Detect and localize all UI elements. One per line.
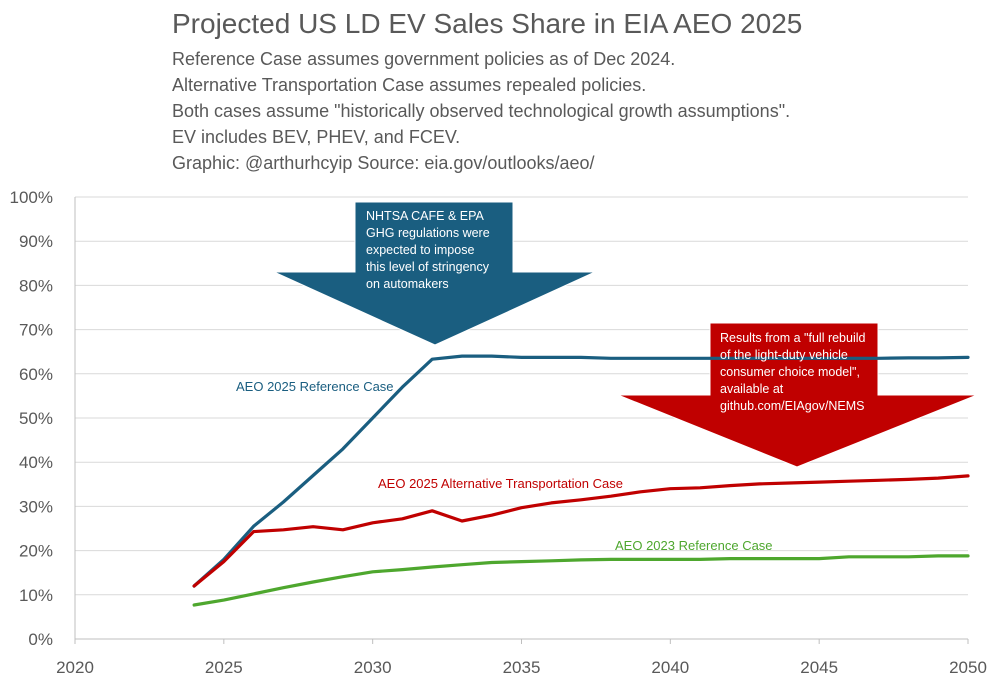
x-tick-label: 2050 — [949, 658, 987, 677]
chart-subtitle: Reference Case assumes government polici… — [172, 46, 790, 176]
y-tick-label: 80% — [19, 276, 53, 295]
callout-line: of the light-duty vehicle — [720, 348, 848, 362]
red-callout-arrow — [617, 322, 978, 468]
callout-line: expected to impose — [366, 243, 475, 257]
x-tick-label: 2040 — [651, 658, 689, 677]
callout-line: Results from a "full rebuild — [720, 331, 866, 345]
blue-callout-arrow — [273, 201, 596, 346]
x-tick-label: 2025 — [205, 658, 243, 677]
y-tick-label: 10% — [19, 586, 53, 605]
series-line-reference-2023 — [192, 554, 970, 607]
y-tick-label: 70% — [19, 321, 53, 340]
chart-title: Projected US LD EV Sales Share in EIA AE… — [172, 8, 803, 39]
callout-line: consumer choice model", — [720, 365, 860, 379]
subtitle-line: Alternative Transportation Case assumes … — [172, 75, 647, 95]
x-tick-label: 2035 — [503, 658, 541, 677]
blue-callout-text: NHTSA CAFE & EPA GHG regulations were ex… — [366, 208, 490, 293]
subtitle-line: Graphic: @arthurhcyip Source: eia.gov/ou… — [172, 153, 595, 173]
axes: 0% 10% 20% 30% 40% 50% 60% 70% 80% 90% 100% 2020 202… — [10, 188, 987, 677]
y-tick-label: 0% — [28, 630, 53, 649]
y-tick-label: 40% — [19, 453, 53, 472]
series-label-reference-2025: AEO 2025 Reference Case — [236, 379, 394, 394]
callout-line: this level of stringency — [366, 260, 489, 274]
x-tick-label: 2030 — [354, 658, 392, 677]
subtitle-line: EV includes BEV, PHEV, and FCEV. — [172, 127, 461, 147]
series-label-reference-2023: AEO 2023 Reference Case — [615, 538, 773, 553]
series-label-alternative-2025: AEO 2025 Alternative Transportation Case — [378, 476, 623, 491]
subtitle-line: Both cases assume "historically observed… — [172, 101, 791, 121]
red-callout-text: Results from a "full rebuild of the ligh… — [720, 330, 865, 415]
callout-line: github.com/EIAgov/NEMS — [720, 399, 865, 413]
callout-line: on automakers — [366, 277, 449, 291]
y-tick-label: 60% — [19, 365, 53, 384]
subtitle-line: Reference Case assumes government polici… — [172, 49, 676, 69]
x-tick-label: 2045 — [800, 658, 838, 677]
callout-line: GHG regulations were — [366, 226, 490, 240]
y-tick-label: 30% — [19, 497, 53, 516]
callout-line: NHTSA CAFE & EPA — [366, 209, 484, 223]
y-tick-label: 50% — [19, 409, 53, 428]
y-tick-label: 20% — [19, 542, 53, 561]
series-labels: AEO 2025 Reference Case AEO 2025 Alterna… — [236, 379, 773, 553]
annotation-arrows — [273, 201, 978, 468]
y-tick-label: 90% — [19, 232, 53, 251]
callout-line: available at — [720, 382, 784, 396]
x-tick-label: 2020 — [56, 658, 94, 677]
series-line-alternative-2025 — [192, 474, 970, 588]
y-tick-label: 100% — [10, 188, 53, 207]
series-lines — [192, 354, 970, 607]
series-line-reference-2025 — [192, 354, 970, 588]
